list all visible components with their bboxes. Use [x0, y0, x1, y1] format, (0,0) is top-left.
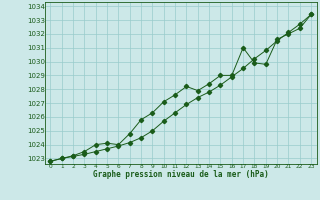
X-axis label: Graphe pression niveau de la mer (hPa): Graphe pression niveau de la mer (hPa)	[93, 170, 269, 179]
